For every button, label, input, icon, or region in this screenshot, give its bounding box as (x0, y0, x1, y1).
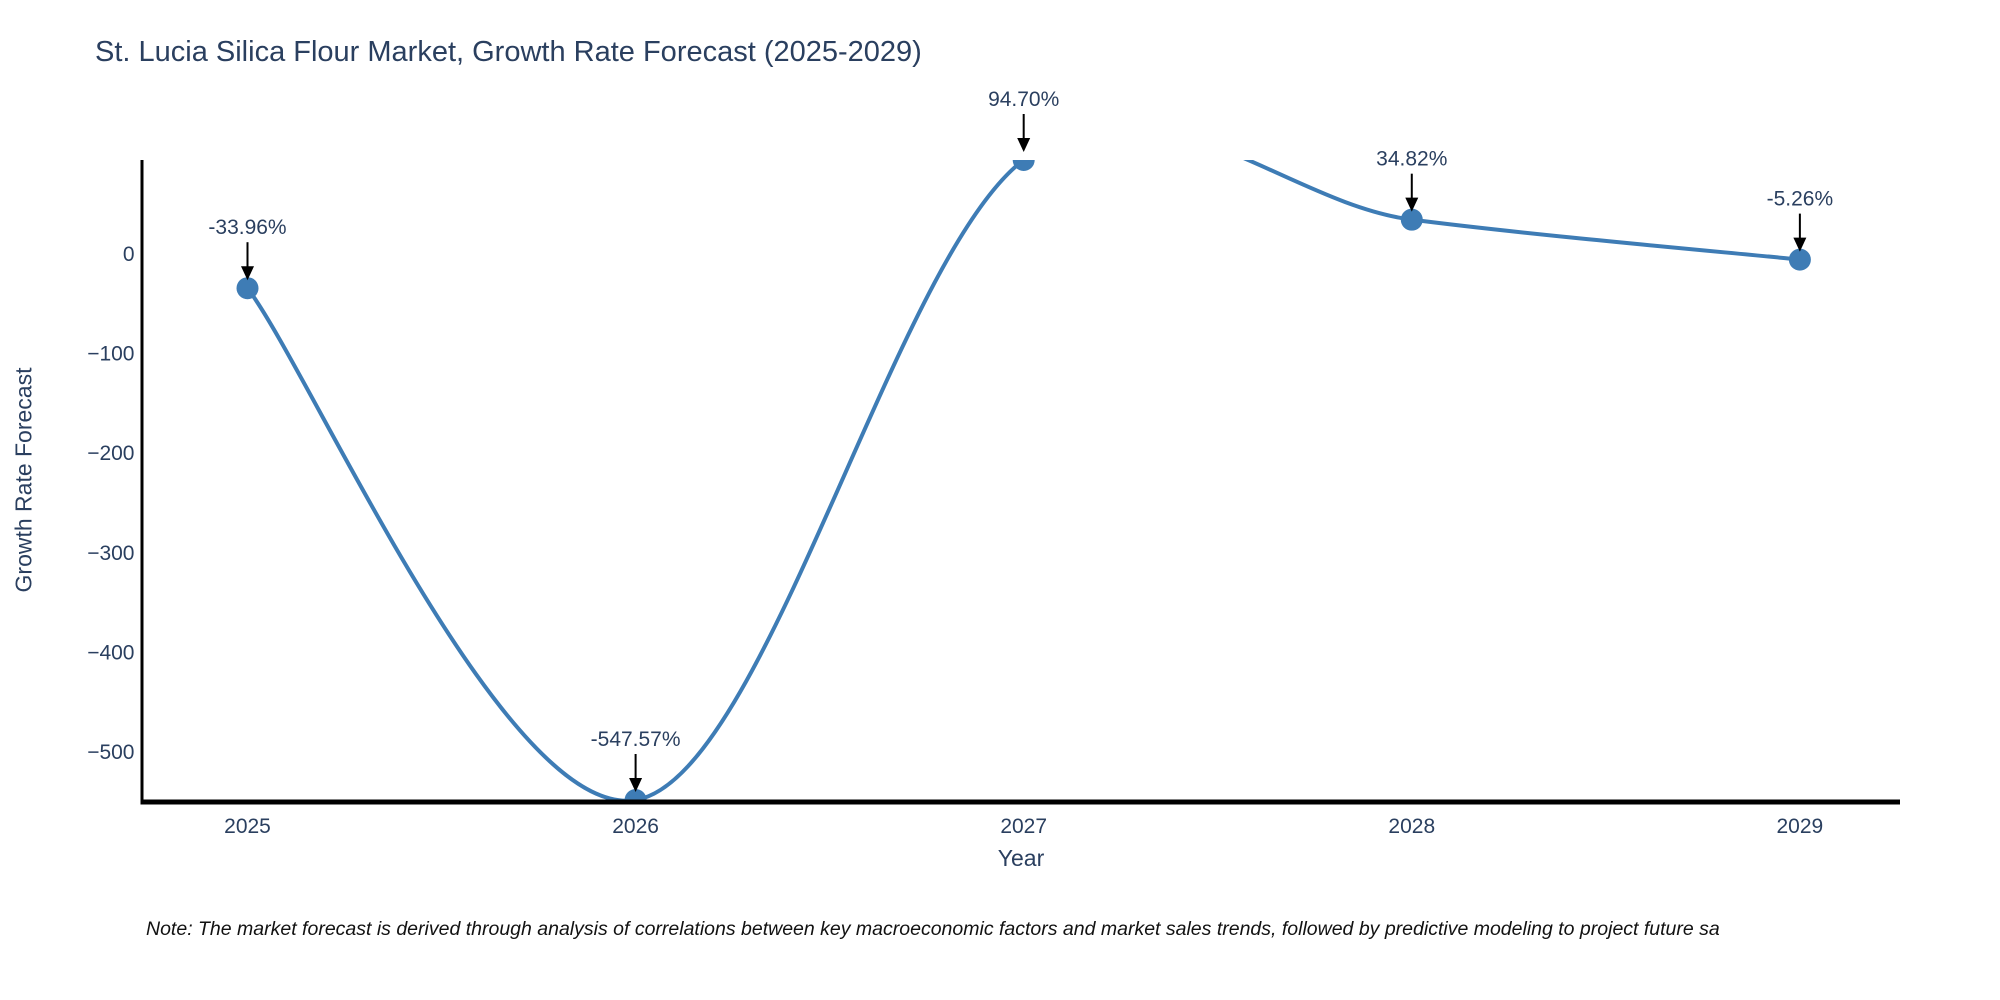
footnote: Note: The market forecast is derived thr… (146, 918, 1720, 940)
x-tick-label: 2028 (1388, 815, 1435, 838)
annotation-label: 34.82% (1376, 148, 1447, 171)
data-point-2025[interactable] (236, 277, 259, 300)
y-axis-line (140, 160, 144, 805)
y-tick-label: −100 (87, 343, 134, 366)
data-point-2028[interactable] (1400, 208, 1423, 231)
y-tick-label: −400 (87, 641, 134, 664)
y-tick-label: −500 (87, 741, 134, 764)
chart-title: St. Lucia Silica Flour Market, Growth Ra… (95, 36, 922, 68)
x-tick-label: 2027 (1000, 815, 1047, 838)
y-tick-label: −300 (87, 542, 134, 565)
annotation-arrowhead-icon (241, 266, 255, 281)
data-point-2029[interactable] (1788, 248, 1811, 271)
data-point-2026[interactable] (624, 789, 647, 811)
annotation-2025: -33.96% (208, 216, 287, 281)
annotation-arrowhead-icon (1017, 138, 1031, 152)
y-axis-title: Growth Rate Forecast (10, 367, 37, 593)
annotation-arrowhead-icon (1793, 237, 1807, 252)
x-tick-label: 2026 (612, 815, 659, 838)
annotation-arrowhead-icon (1405, 197, 1419, 212)
annotation-2028: 34.82% (1376, 148, 1447, 212)
x-axis-line (140, 799, 1900, 805)
annotation-label: -33.96% (208, 216, 286, 239)
y-tick-label: 0 (123, 243, 135, 266)
annotation-label: -5.26% (1767, 188, 1834, 211)
annotation-arrowhead-icon (629, 778, 643, 792)
x-tick-label: 2025 (224, 815, 271, 838)
x-tick-label: 2029 (1777, 815, 1824, 838)
annotation-2029: -5.26% (1767, 188, 1834, 252)
x-axis-title: Year (997, 845, 1045, 871)
annotation-2026: -547.57% (591, 728, 681, 792)
annotation-label: -547.57% (591, 728, 681, 751)
y-tick-label: −200 (87, 442, 134, 465)
annotation-2027: 94.70% (988, 88, 1059, 152)
forecast-line (245, 160, 1802, 800)
data-point-2027[interactable] (1012, 149, 1035, 171)
annotation-label: 94.70% (988, 88, 1059, 111)
